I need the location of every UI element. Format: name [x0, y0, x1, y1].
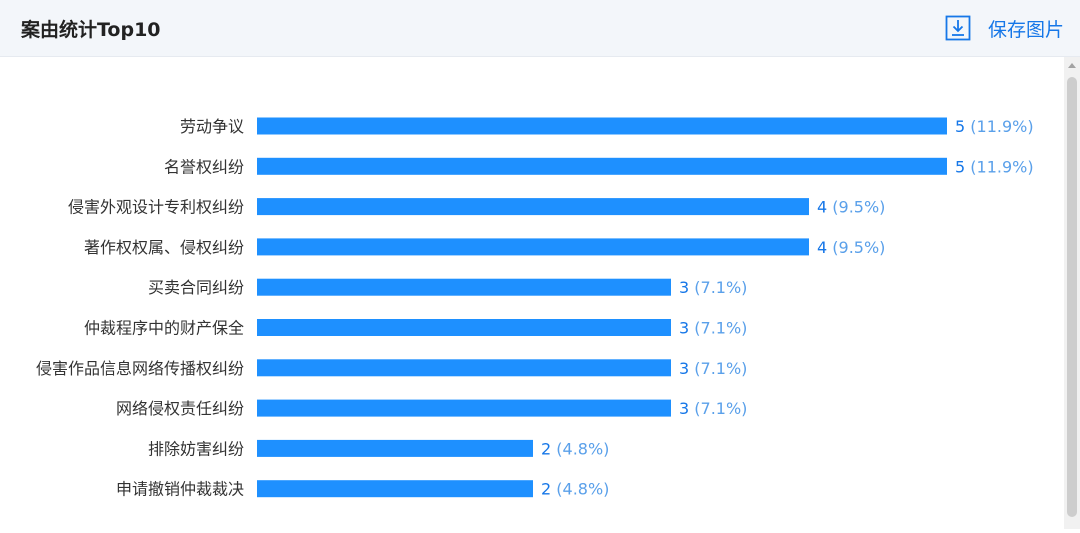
value-percent: (4.8%): [551, 480, 609, 499]
value-label: 3 (7.1%): [679, 319, 747, 338]
value-label: 4 (9.5%): [817, 238, 885, 257]
value-label: 3 (7.1%): [679, 399, 747, 418]
category-label: 网络侵权责任纠纷: [116, 399, 244, 418]
scrollbar-thumb[interactable]: [1067, 77, 1077, 517]
value-count: 3: [679, 359, 689, 378]
value-percent: (9.5%): [827, 198, 885, 217]
value-count: 2: [541, 480, 551, 499]
category-label: 侵害外观设计专利权纠纷: [68, 198, 244, 217]
value-percent: (7.1%): [689, 359, 747, 378]
bar: [257, 157, 947, 175]
value-percent: (4.8%): [551, 439, 609, 458]
value-percent: (7.1%): [689, 399, 747, 418]
category-label: 仲裁程序中的财产保全: [84, 319, 244, 338]
chart-title: 案由统计Top10: [21, 19, 161, 41]
value-count: 4: [817, 198, 827, 217]
scroll-up-arrow-icon[interactable]: [1068, 63, 1076, 68]
value-percent: (11.9%): [965, 117, 1033, 136]
category-label: 申请撤销仲裁裁决: [116, 480, 244, 499]
bar: [257, 439, 533, 457]
value-percent: (11.9%): [965, 157, 1033, 176]
value-count: 3: [679, 399, 689, 418]
value-count: 4: [817, 238, 827, 257]
save-image-button[interactable]: 保存图片: [945, 13, 1064, 43]
bar: [257, 198, 809, 216]
value-label: 5 (11.9%): [955, 157, 1034, 176]
category-label: 侵害作品信息网络传播权纠纷: [36, 359, 244, 378]
category-label: 名誉权纠纷: [164, 157, 244, 176]
value-percent: (7.1%): [689, 278, 747, 297]
bar: [257, 359, 671, 377]
category-label: 劳动争议: [180, 117, 244, 136]
bar: [257, 319, 671, 336]
category-label: 著作权权属、侵权纠纷: [84, 238, 244, 257]
value-count: 3: [679, 278, 689, 297]
download-icon: [945, 15, 971, 41]
bar: [257, 117, 947, 135]
value-label: 4 (9.5%): [817, 198, 885, 217]
bar-chart: 劳动争议 5 (11.9%) 名誉权纠纷 5 (11.9%) 侵害外观设计专利权纠纷 4 …: [36, 117, 1034, 499]
value-count: 2: [541, 439, 551, 458]
chart-area: 劳动争议 5 (11.9%) 名誉权纠纷 5 (11.9%) 侵害外观设计专利权纠纷 4 …: [0, 57, 1064, 529]
value-count: 5: [955, 117, 965, 136]
value-percent: (7.1%): [689, 319, 747, 338]
value-label: 3 (7.1%): [679, 278, 747, 297]
value-label: 2 (4.8%): [541, 480, 609, 499]
value-label: 3 (7.1%): [679, 359, 747, 378]
save-image-label: 保存图片: [987, 18, 1064, 41]
bar: [257, 278, 671, 296]
bar: [257, 238, 809, 256]
value-count: 5: [955, 157, 965, 176]
category-label: 买卖合同纠纷: [148, 278, 244, 297]
chart-header: 案由统计Top10 保存图片: [0, 0, 1080, 57]
value-count: 3: [679, 319, 689, 338]
bar: [257, 399, 671, 417]
value-label: 2 (4.8%): [541, 439, 609, 458]
value-percent: (9.5%): [827, 238, 885, 257]
bar: [257, 480, 533, 498]
scrollbar[interactable]: [1064, 57, 1080, 529]
value-label: 5 (11.9%): [955, 117, 1034, 136]
category-label: 排除妨害纠纷: [148, 439, 244, 458]
